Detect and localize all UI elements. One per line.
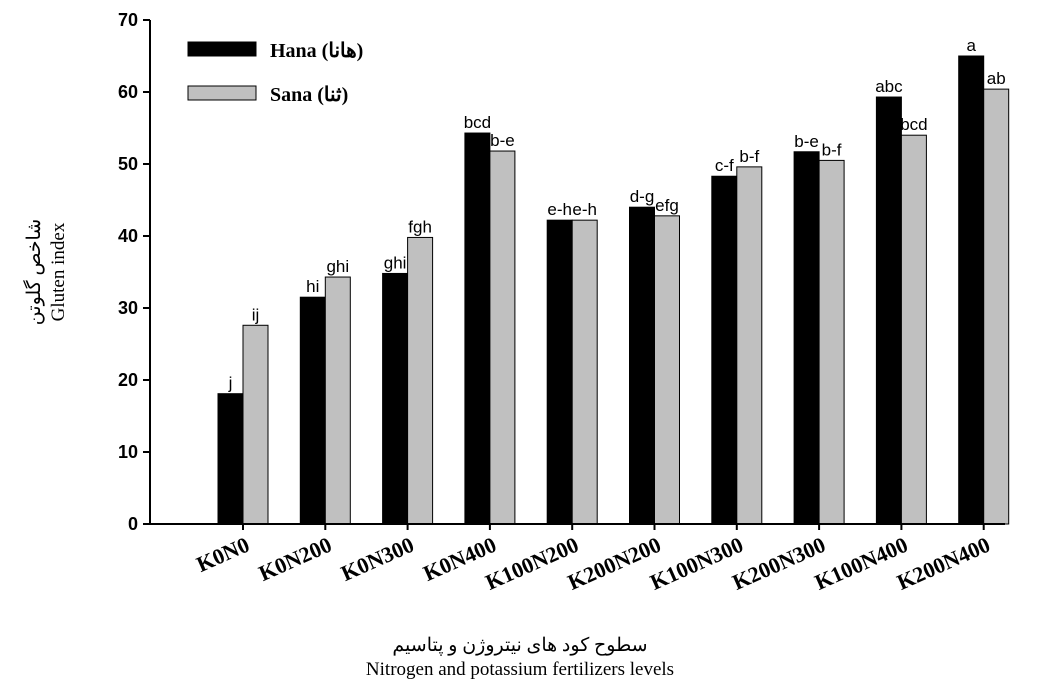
bar-hana	[382, 272, 409, 525]
bar-sana	[654, 215, 680, 525]
bar-significance-label: e-h	[547, 200, 572, 219]
x-category-label: K200N300	[729, 532, 830, 595]
bar-significance-label: efg	[655, 196, 679, 215]
bar-significance-label: ghi	[384, 253, 407, 272]
y-axis-title: Gluten index	[48, 222, 69, 321]
bar-significance-label: c-f	[715, 156, 734, 175]
bar-significance-label: b-e	[490, 131, 515, 150]
bar-sana	[242, 324, 269, 525]
y-tick-label: 40	[118, 226, 138, 246]
bar-significance-label: abc	[875, 77, 903, 96]
x-category-label: K100N400	[811, 532, 912, 595]
legend-swatch-hana	[187, 41, 257, 57]
bar-sana	[736, 166, 763, 525]
y-tick-label: 70	[118, 10, 138, 30]
bar-significance-label: ab	[987, 69, 1006, 88]
bar-significance-label: d-g	[630, 187, 655, 206]
x-category-label: K200N200	[564, 532, 665, 595]
bar-significance-label: b-e	[794, 132, 819, 151]
bar-hana	[793, 151, 820, 525]
bar-hana	[875, 96, 902, 525]
bar-significance-label: ghi	[326, 257, 349, 276]
bar-significance-label: b-f	[739, 147, 759, 166]
bar-sana	[407, 236, 434, 525]
bar-significance-label: e-h	[572, 200, 597, 219]
y-tick-label: 0	[128, 514, 138, 534]
bar-sana	[818, 159, 845, 525]
bar-hana	[299, 296, 326, 525]
legend-swatch-sana	[187, 85, 257, 101]
bar-significance-label: fgh	[408, 217, 432, 236]
bar-sana	[571, 219, 598, 525]
x-category-label: K100N300	[646, 532, 747, 595]
bar-significance-label: a	[966, 36, 976, 55]
bar-sana	[324, 276, 351, 525]
legend-label-sana: Sana (ثنا)	[270, 84, 348, 106]
bar-significance-label: hi	[306, 277, 319, 296]
y-tick-label: 20	[118, 370, 138, 390]
legend-label-hana: Hana (هانا)	[270, 40, 363, 62]
bar-hana	[629, 206, 655, 525]
x-category-label: K0N200	[255, 532, 336, 586]
bar-hana	[217, 393, 244, 525]
x-axis-title-fa: سطوح کود های نیتروژن و پتاسیم	[392, 635, 647, 656]
bar-significance-label: ij	[252, 305, 260, 324]
x-category-label: K0N0	[193, 532, 253, 577]
y-tick-label: 50	[118, 154, 138, 174]
bar-sana	[983, 88, 1010, 525]
y-axis-title-fa: شاخص گلوتن	[22, 219, 45, 325]
bar-significance-label: bcd	[900, 115, 927, 134]
y-tick-label: 30	[118, 298, 138, 318]
bar-hana	[464, 132, 491, 525]
y-tick-label: 60	[118, 82, 138, 102]
bar-significance-label: j	[228, 374, 233, 393]
bar-hana	[546, 219, 573, 525]
bar-hana	[958, 55, 985, 525]
bar-significance-label: b-f	[822, 140, 842, 159]
legend: Hana (هانا) Sana (ثنا)	[187, 40, 363, 106]
y-tick-label: 10	[118, 442, 138, 462]
x-category-label: K0N300	[337, 532, 418, 586]
x-category-label: K100N200	[482, 532, 583, 595]
bar-hana	[711, 175, 738, 525]
x-category-label: K200N400	[893, 532, 994, 595]
x-axis-title: Nitrogen and potassium fertilizers level…	[366, 659, 674, 680]
bar-sana	[900, 134, 927, 525]
bar-sana	[489, 150, 516, 525]
bar-significance-label: bcd	[464, 113, 491, 132]
